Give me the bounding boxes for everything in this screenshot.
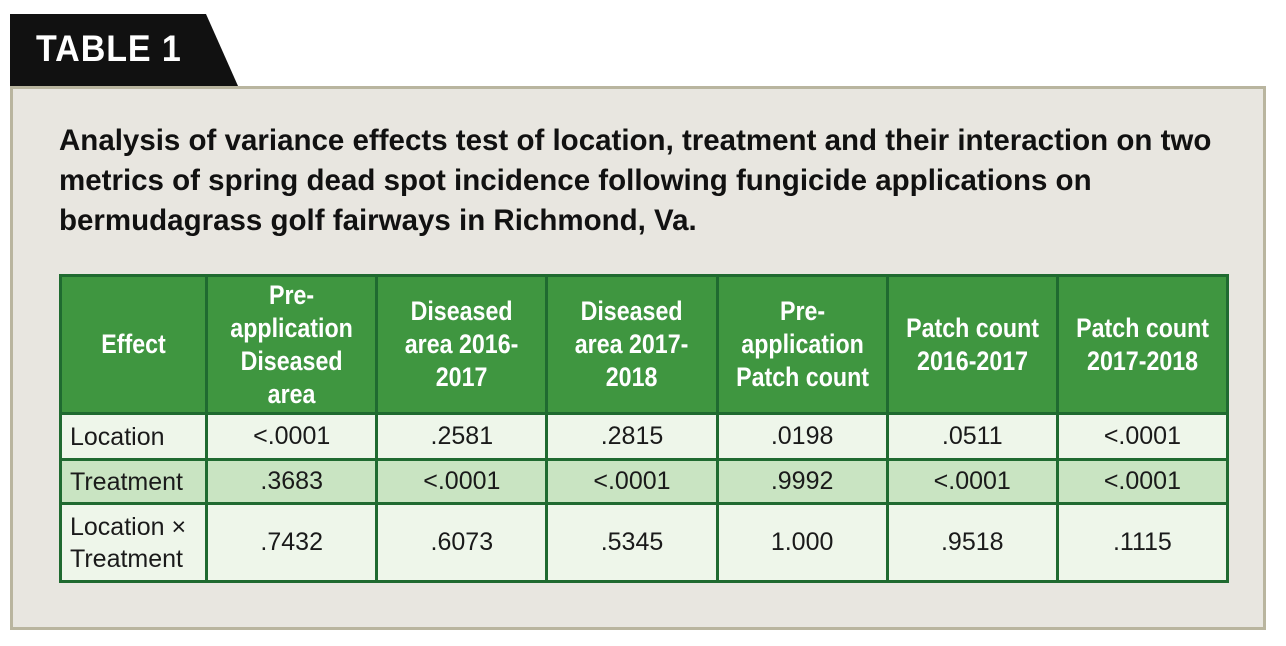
table-cell: .2581 [375, 412, 549, 461]
table-cell: .6073 [375, 502, 549, 583]
table-row-treatment: Treatment .3683 <.0001 <.0001 .9992 <.00… [58, 458, 1230, 505]
table-cell: .5345 [545, 502, 719, 583]
column-header-diseased-area-2017-2018: Diseased area 2017-2018 [545, 274, 719, 415]
row-label: Location [58, 412, 209, 461]
table-panel: Analysis of variance effects test of loc… [10, 86, 1266, 630]
table-cell: 1.000 [715, 502, 889, 583]
column-header-diseased-area-2016-2017: Diseased area 2016-2017 [375, 274, 549, 415]
column-header-patch-count-2016-2017: Patch count 2016-2017 [885, 274, 1059, 415]
table-number-label: TABLE 1 [36, 28, 182, 69]
table-cell: .1115 [1055, 502, 1230, 583]
row-label: Treatment [58, 458, 209, 505]
table-caption: Analysis of variance effects test of loc… [59, 124, 1212, 237]
table-cell: <.0001 [205, 412, 379, 461]
row-label: Location × Treatment [58, 502, 209, 583]
table-cell: <.0001 [1055, 412, 1230, 461]
column-header-preapp-patch-count: Pre-application Patch count [715, 274, 889, 415]
column-header-preapp-diseased-area: Pre-application Diseased area [205, 274, 379, 415]
table-cell: .7432 [205, 502, 379, 583]
table-cell: .9518 [885, 502, 1059, 583]
table-cell: <.0001 [375, 458, 549, 505]
table-row-location: Location <.0001 .2581 .2815 .0198 .0511 … [58, 412, 1230, 461]
table-cell: <.0001 [545, 458, 719, 505]
table-cell: .3683 [205, 458, 379, 505]
table-cell: .0198 [715, 412, 889, 461]
table-cell: .2815 [545, 412, 719, 461]
column-header-patch-count-2017-2018: Patch count 2017-2018 [1055, 274, 1230, 415]
table-cell: <.0001 [885, 458, 1059, 505]
table-header-row: Effect Pre-application Diseased area Dis… [58, 274, 1230, 415]
anova-table: Effect Pre-application Diseased area Dis… [58, 274, 1230, 583]
table-cell: .0511 [885, 412, 1059, 461]
column-header-effect: Effect [58, 274, 209, 415]
table-label-tab: TABLE 1 [10, 14, 238, 86]
table-cell: .9992 [715, 458, 889, 505]
table-cell: <.0001 [1055, 458, 1230, 505]
table-row-location-x-treatment: Location × Treatment .7432 .6073 .5345 1… [58, 502, 1230, 583]
